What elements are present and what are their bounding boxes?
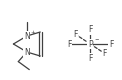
- Text: F: F: [109, 40, 113, 48]
- Text: F: F: [88, 54, 92, 63]
- Text: F: F: [88, 25, 92, 34]
- Text: −: −: [94, 37, 98, 42]
- Text: F: F: [67, 40, 72, 48]
- Text: N: N: [24, 48, 30, 56]
- Text: +: +: [30, 30, 35, 35]
- Text: F: F: [73, 30, 78, 39]
- Text: N: N: [24, 32, 30, 40]
- Text: P: P: [88, 40, 93, 48]
- Text: F: F: [103, 49, 107, 58]
